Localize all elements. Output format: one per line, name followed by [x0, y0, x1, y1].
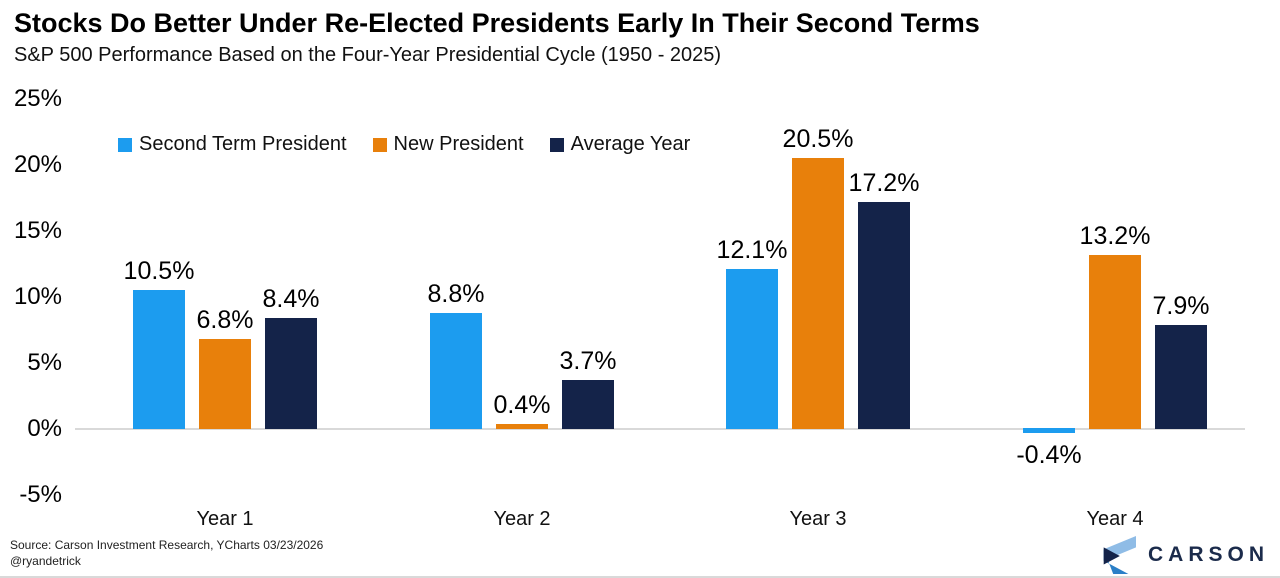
source-note: Source: Carson Investment Research, YCha…	[10, 537, 323, 569]
bar	[726, 269, 778, 429]
bar	[1089, 254, 1141, 429]
bar-value-label: 17.2%	[848, 168, 920, 197]
bar-value-label: 6.8%	[196, 306, 254, 335]
legend-swatch-icon	[118, 137, 132, 152]
bar	[792, 158, 844, 429]
bar	[562, 380, 614, 429]
chart-legend: Second Term President New President Averag…	[118, 133, 690, 156]
y-axis-tick-label: 15%	[13, 217, 62, 244]
bar	[1023, 428, 1075, 434]
bar	[265, 318, 317, 429]
bar	[1155, 324, 1207, 429]
y-axis-tick-label: 25%	[13, 85, 62, 112]
bar-value-label: 12.1%	[716, 236, 788, 265]
legend-item: Second Term President	[118, 133, 347, 156]
bar-value-label: 0.4%	[493, 390, 551, 419]
carson-logo-icon	[1103, 536, 1136, 574]
zero-gridline	[75, 428, 1245, 430]
y-axis-tick-label: 20%	[13, 151, 62, 178]
y-axis-tick-label: -5%	[19, 481, 62, 508]
y-axis-tick-label: 0%	[27, 415, 62, 442]
bar	[858, 201, 910, 429]
source-line-2: @ryandetrick	[10, 554, 81, 568]
legend-label: Average Year	[570, 133, 691, 155]
bar-value-label: 3.7%	[559, 347, 617, 376]
legend-item: Average Year	[549, 133, 691, 156]
carson-logo: CARSON	[1098, 535, 1269, 575]
source-line-1: Source: Carson Investment Research, YCha…	[10, 538, 324, 552]
x-axis-category-label: Year 3	[789, 508, 847, 530]
bar-value-label: 8.8%	[427, 279, 485, 308]
legend-item: New President	[372, 133, 524, 156]
bar-value-label: -0.4%	[1016, 441, 1082, 470]
bar	[133, 290, 185, 429]
bar-value-label: 20.5%	[782, 125, 854, 154]
y-axis-tick-label: 10%	[13, 283, 62, 310]
legend-label: Second Term President	[139, 133, 347, 155]
chart-subtitle: S&P 500 Performance Based on the Four-Ye…	[14, 44, 722, 66]
chart-title: Stocks Do Better Under Re-Elected Presid…	[14, 8, 980, 38]
bar-value-label: 10.5%	[123, 257, 195, 286]
bar	[199, 339, 251, 429]
bar-value-label: 13.2%	[1079, 221, 1151, 250]
bar	[496, 423, 548, 429]
bar-value-label: 8.4%	[262, 285, 320, 314]
x-axis-category-label: Year 1	[196, 508, 254, 530]
y-axis-tick-label: 5%	[27, 349, 62, 376]
legend-swatch-icon	[372, 137, 387, 152]
x-axis-category-label: Year 4	[1086, 508, 1144, 530]
carson-wordmark: CARSON	[1148, 543, 1270, 566]
bar-value-label: 7.9%	[1152, 291, 1210, 320]
x-axis-category-label: Year 2	[493, 508, 551, 530]
legend-label: New President	[393, 133, 524, 155]
legend-swatch-icon	[549, 137, 564, 152]
bar	[430, 312, 482, 429]
